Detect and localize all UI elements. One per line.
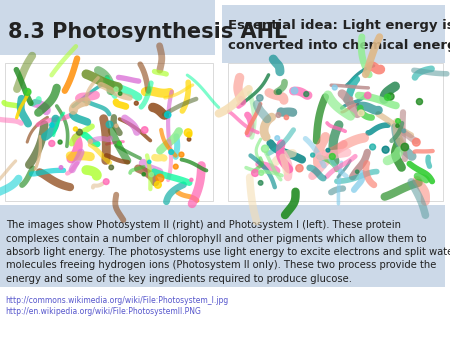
Bar: [0, 205, 445, 287]
Circle shape: [134, 101, 138, 105]
Circle shape: [165, 112, 171, 118]
Circle shape: [364, 92, 371, 99]
Circle shape: [49, 140, 55, 146]
Circle shape: [370, 144, 376, 150]
Circle shape: [76, 129, 82, 135]
Circle shape: [106, 121, 113, 128]
Circle shape: [190, 178, 193, 182]
Circle shape: [149, 172, 153, 177]
Circle shape: [326, 148, 330, 152]
Circle shape: [114, 87, 118, 91]
Bar: [5, 63, 213, 201]
Circle shape: [73, 127, 77, 131]
Circle shape: [382, 146, 389, 153]
Circle shape: [358, 110, 364, 116]
Text: The images show Photosystem II (right) and Photosystem I (left). These protein: The images show Photosystem II (right) a…: [6, 220, 401, 230]
Circle shape: [258, 180, 263, 185]
Circle shape: [117, 141, 122, 145]
Text: absorb light energy. The photosystems use light energy to excite electrons and s: absorb light energy. The photosystems us…: [6, 247, 450, 257]
Text: http://en.wikipedia.org/wiki/File:PhotosystemII.PNG: http://en.wikipedia.org/wiki/File:Photos…: [5, 307, 201, 316]
Bar: [0, 0, 215, 55]
Circle shape: [256, 95, 263, 101]
Circle shape: [141, 127, 148, 133]
Text: converted into chemical energy.: converted into chemical energy.: [228, 40, 450, 52]
Circle shape: [115, 124, 118, 127]
Text: energy and some of the key ingredients required to produce glucose.: energy and some of the key ingredients r…: [6, 274, 352, 284]
Text: molecules freeing hydrogen ions (Photosystem II only). These two process provide: molecules freeing hydrogen ions (Photosy…: [6, 261, 436, 270]
Circle shape: [356, 170, 359, 173]
Circle shape: [396, 124, 399, 127]
Circle shape: [384, 94, 391, 100]
Circle shape: [402, 129, 405, 132]
Text: 8.3 Photosynthesis AHL: 8.3 Photosynthesis AHL: [8, 22, 287, 42]
Circle shape: [58, 140, 62, 144]
Circle shape: [416, 99, 423, 105]
Circle shape: [261, 145, 269, 152]
Circle shape: [284, 115, 288, 120]
Circle shape: [396, 119, 400, 123]
Circle shape: [291, 88, 298, 94]
Circle shape: [350, 97, 353, 100]
Bar: [228, 63, 443, 201]
Circle shape: [154, 182, 161, 188]
Circle shape: [50, 123, 54, 127]
Circle shape: [332, 85, 337, 90]
Text: complexes contain a number of chlorophyll and other pigments which allow them to: complexes contain a number of chlorophyl…: [6, 234, 427, 243]
Circle shape: [277, 90, 281, 94]
Circle shape: [401, 143, 409, 151]
Text: http://commons.wikimedia.org/wiki/File:Photosystem_I.jpg: http://commons.wikimedia.org/wiki/File:P…: [5, 296, 228, 305]
Circle shape: [104, 179, 109, 185]
Circle shape: [413, 138, 420, 146]
Circle shape: [88, 140, 92, 144]
Text: Essential idea: Light energy is: Essential idea: Light energy is: [228, 19, 450, 31]
Circle shape: [310, 153, 315, 157]
Circle shape: [296, 165, 303, 172]
Circle shape: [169, 150, 174, 154]
Circle shape: [187, 138, 191, 141]
Circle shape: [184, 129, 192, 137]
Circle shape: [276, 113, 281, 117]
Circle shape: [304, 92, 309, 97]
Circle shape: [173, 164, 178, 169]
Bar: [222, 5, 445, 63]
Circle shape: [179, 152, 184, 157]
Circle shape: [148, 160, 151, 164]
Circle shape: [187, 132, 192, 137]
Circle shape: [24, 89, 31, 95]
Circle shape: [259, 170, 264, 175]
Circle shape: [118, 92, 122, 95]
Circle shape: [142, 173, 145, 176]
Circle shape: [156, 174, 164, 182]
Circle shape: [387, 93, 394, 100]
Circle shape: [109, 165, 113, 170]
Circle shape: [329, 153, 335, 160]
Circle shape: [275, 136, 279, 140]
Circle shape: [252, 169, 259, 176]
Circle shape: [59, 166, 63, 169]
